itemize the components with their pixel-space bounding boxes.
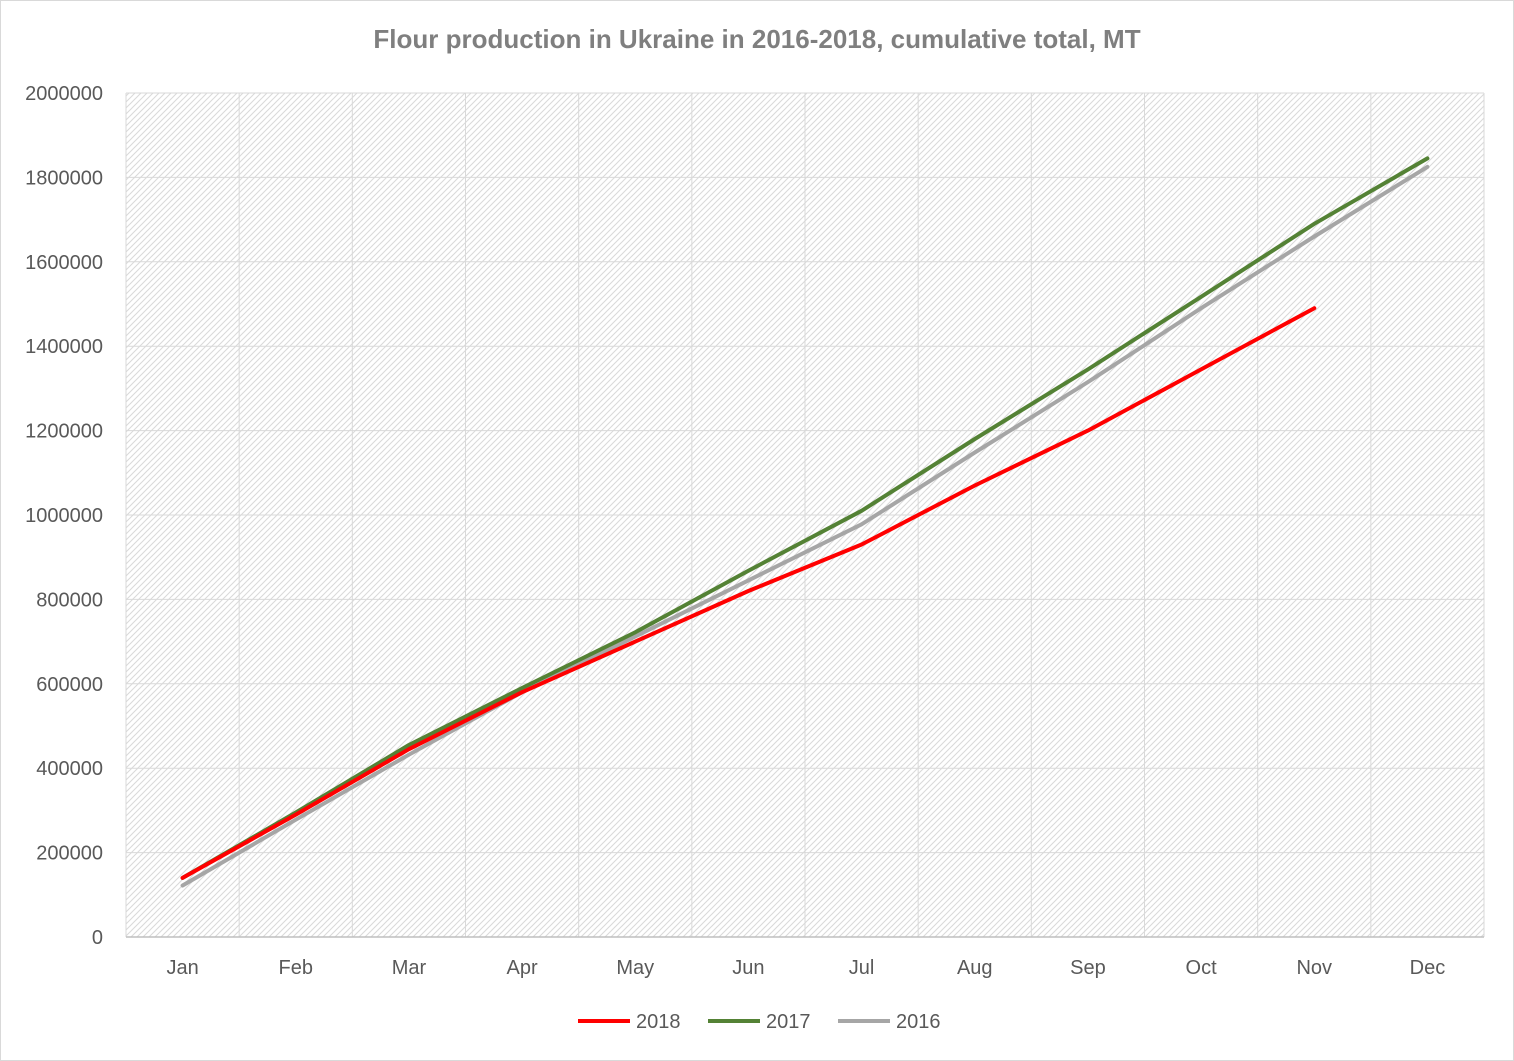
y-tick-label: 1400000 [25,336,103,358]
series-line-2018 [180,306,1317,880]
y-tick-label: 600000 [36,674,103,696]
x-tick-label: Feb [279,957,313,979]
y-tick-label: 1200000 [25,421,103,443]
x-tick-label: Jan [166,957,198,979]
y-tick-label: 400000 [36,758,103,780]
x-tick-label: Oct [1186,957,1218,979]
x-tick-label: Nov [1296,957,1332,979]
y-tick-label: 1800000 [25,167,103,189]
x-tick-label: Jul [849,957,875,979]
legend-label: 2017 [766,1011,811,1033]
y-tick-label: 200000 [36,843,103,865]
x-tick-label: Apr [507,957,538,979]
series-line-2017 [180,156,1430,880]
legend-label: 2016 [896,1011,941,1033]
y-tick-label: 2000000 [25,83,103,105]
chart-title: Flour production in Ukraine in 2016-2018… [373,24,1141,54]
x-tick-label: Dec [1410,957,1446,979]
y-tick-label: 1000000 [25,505,103,527]
y-tick-label: 0 [92,927,103,949]
legend-item-2017: 2017 [708,1011,811,1033]
y-tick-label: 800000 [36,589,103,611]
legend-label: 2018 [636,1011,681,1033]
x-tick-label: May [616,957,654,979]
x-tick-label: Sep [1070,957,1106,979]
legend-item-2018: 2018 [578,1011,681,1033]
x-tick-label: Jun [732,957,764,979]
legend-item-2016: 2016 [838,1011,941,1033]
x-tick-label: Aug [957,957,993,979]
x-tick-label: Mar [392,957,427,979]
series-line-2016 [180,164,1430,888]
y-tick-label: 1600000 [25,252,103,274]
